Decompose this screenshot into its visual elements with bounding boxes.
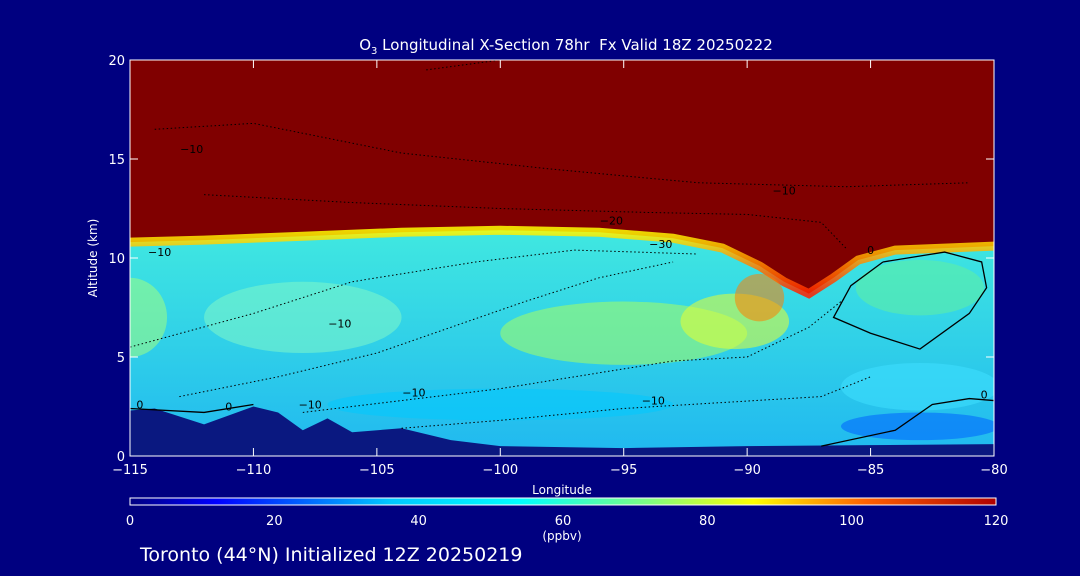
contour-label: −10 (299, 398, 322, 411)
y-tick-label: 20 (108, 54, 125, 69)
y-tick-label: 5 (117, 351, 125, 366)
y-tick-label: 15 (108, 153, 125, 168)
contour-label: −10 (402, 387, 425, 400)
ozone-patch (130, 277, 168, 357)
x-tick-label: −80 (980, 463, 1007, 478)
contour-labels: −10−10−10−10−20−30 00 0 −10−10−100−10 (136, 143, 988, 413)
contour-label: 0 (981, 389, 988, 402)
colorbar-unit-label: (ppbv) (542, 529, 581, 543)
colorbar (129, 497, 997, 506)
y-tick-label: 10 (108, 252, 125, 267)
contour-label: −10 (180, 143, 203, 156)
contour-line-dotted (130, 249, 698, 348)
contour-label: 0 (867, 244, 874, 257)
x-tick-label: −100 (482, 463, 518, 478)
x-tick-label: −85 (857, 463, 884, 478)
contour-line-dotted (204, 194, 847, 249)
contour-line-dotted (426, 60, 501, 71)
tropopause-gradient-band (130, 225, 994, 299)
x-tick-label: −115 (112, 463, 148, 478)
contour-label: −10 (642, 395, 665, 408)
colorbar-tick-label: 120 (984, 514, 1009, 529)
ozone-patch (840, 412, 994, 441)
x-tick-label: −95 (610, 463, 637, 478)
contour-line-dotted (302, 297, 847, 413)
colorbar-tick-label: 80 (699, 514, 716, 529)
contour-line-solid (832, 251, 988, 350)
x-axis: −115 −110 −105 −100 −95 −90 −85 −80 (112, 60, 1008, 478)
contour-label: −10 (328, 317, 351, 330)
contour-label: −30 (649, 238, 672, 251)
ozone-patch (840, 362, 994, 411)
colorbar-tick-label: 40 (410, 514, 427, 529)
contour-line-dotted (401, 376, 871, 429)
contour-line-dotted (179, 261, 674, 398)
colorbar-tick-label: 0 (126, 514, 134, 529)
y-axis: 0 5 10 15 20 (108, 54, 994, 465)
colorbar-tick-label: 100 (839, 514, 864, 529)
contour-label: 0 (225, 400, 232, 413)
ozone-patch (204, 281, 402, 354)
initialization-annotation: Toronto (44°N) Initialized 12Z 20250219 (139, 544, 523, 566)
y-tick-label: 0 (117, 450, 125, 465)
x-tick-label: −110 (236, 463, 272, 478)
chart-title: O3 Longitudinal X-Section 78hr Fx Valid … (359, 36, 773, 57)
contour-label: 0 (136, 398, 143, 411)
contour-line-solid (821, 397, 994, 447)
x-tick-label: −105 (359, 463, 395, 478)
contour-line-solid (130, 403, 254, 414)
ozone-patch (855, 259, 985, 316)
plot-area: −10−10−10−10−20−30 00 0 −10−10−100−10 (130, 60, 994, 456)
terrain (130, 406, 994, 456)
x-axis-label: Longitude (532, 483, 592, 497)
ozone-patch (734, 273, 785, 322)
ozone-patches (130, 259, 994, 441)
contour-label: −20 (600, 214, 623, 227)
y-axis-label: Altitude (km) (86, 219, 100, 298)
ozone-patch (327, 388, 674, 421)
colorbar-ticks: 0 20 40 60 80 100 120 (126, 514, 1009, 529)
x-tick-label: −90 (733, 463, 760, 478)
colorbar-tick-label: 20 (266, 514, 283, 529)
contour-label: −10 (773, 185, 796, 198)
contour-label: −10 (148, 246, 171, 259)
colorbar-tick-label: 60 (555, 514, 572, 529)
contour-lines (130, 60, 994, 447)
